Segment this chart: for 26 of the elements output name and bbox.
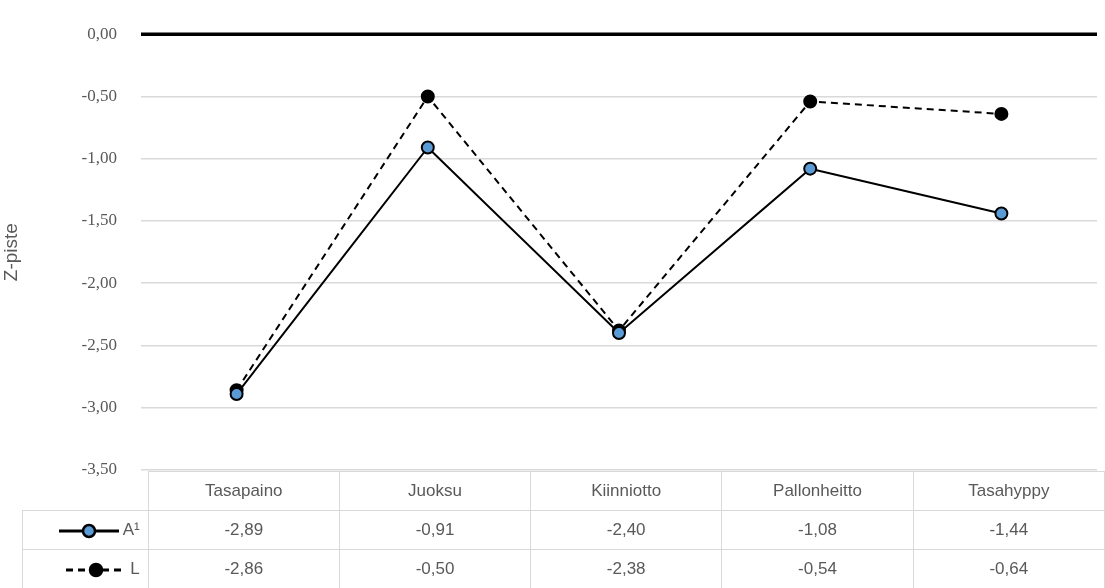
data-label: -2,86 bbox=[148, 549, 340, 588]
data-label: -2,38 bbox=[530, 549, 722, 588]
x-tick-label: Pallonheitto bbox=[721, 471, 914, 511]
x-tick-label: Kiinniotto bbox=[530, 471, 722, 511]
y-tick-label: -3,00 bbox=[81, 397, 117, 417]
y-tick-label: 0,00 bbox=[87, 23, 117, 43]
y-tick-label: -1,00 bbox=[81, 148, 117, 168]
data-label: -0,54 bbox=[721, 549, 914, 588]
x-tick-label: Tasahyppy bbox=[913, 471, 1105, 511]
data-label: -2,40 bbox=[530, 510, 722, 550]
data-label: -2,89 bbox=[148, 510, 340, 550]
x-tick-label: Tasapaino bbox=[148, 471, 340, 511]
data-label: -0,64 bbox=[913, 549, 1105, 588]
data-label: -0,91 bbox=[339, 510, 531, 550]
legend-label: L bbox=[130, 559, 140, 578]
x-tick-label: Juoksu bbox=[339, 471, 531, 511]
y-tick-label: -2,00 bbox=[81, 272, 117, 292]
y-tick-label: -3,50 bbox=[81, 459, 117, 479]
y-axis-title: Z-piste bbox=[0, 223, 21, 282]
y-tick-label: -0,50 bbox=[81, 85, 117, 105]
y-tick-label: -1,50 bbox=[81, 210, 117, 230]
data-label: -1,44 bbox=[913, 510, 1105, 550]
legend-label: A¹ bbox=[122, 520, 140, 539]
data-label: -0,50 bbox=[339, 549, 531, 588]
data-label: -1,08 bbox=[721, 510, 914, 550]
y-tick-label: -2,50 bbox=[81, 334, 117, 354]
